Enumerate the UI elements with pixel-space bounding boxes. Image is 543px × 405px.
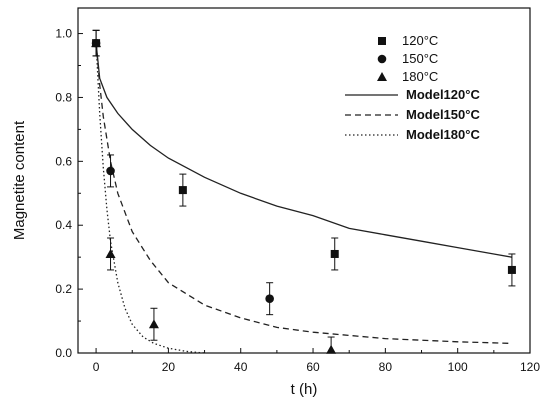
y-tick-label: 0.2 xyxy=(55,282,72,296)
x-tick-label: 0 xyxy=(93,360,100,374)
y-tick-label: 1.0 xyxy=(55,27,72,41)
legend-marker xyxy=(377,72,387,81)
plot-border xyxy=(77,7,531,354)
model-lines xyxy=(95,43,513,354)
data-point xyxy=(178,186,187,195)
legend-marker xyxy=(377,54,387,64)
data-point xyxy=(330,249,339,258)
legend-label: 120°C xyxy=(402,33,438,48)
y-tick-label: 0.6 xyxy=(55,154,72,168)
plot-frame xyxy=(77,7,531,354)
y-axis-label: Magnetite content xyxy=(11,120,28,240)
data-point xyxy=(91,38,102,48)
data-point xyxy=(148,319,159,329)
x-tick-label: 20 xyxy=(162,360,176,374)
data-points xyxy=(91,29,516,354)
data-point xyxy=(105,248,116,258)
legend-label: 150°C xyxy=(402,51,438,66)
data-point xyxy=(326,344,337,354)
x-tick-label: 40 xyxy=(234,360,248,374)
x-tick-label: 80 xyxy=(379,360,393,374)
model-curve xyxy=(95,43,512,345)
legend-label: 180°C xyxy=(402,69,438,84)
x-tick-label: 100 xyxy=(448,360,468,374)
data-point xyxy=(507,265,516,274)
legend-marker xyxy=(378,37,386,45)
y-tick-label: 0.4 xyxy=(55,218,72,232)
y-tick-label: 0.0 xyxy=(55,346,72,360)
x-tick-label: 120 xyxy=(520,360,540,374)
model-curve xyxy=(95,43,205,354)
data-point xyxy=(106,166,115,176)
ticks: 0 20 40 60 80 100 120 0.0 0.2 0.4 0.6 0.8 1.0 xyxy=(55,27,540,374)
data-point xyxy=(265,294,274,303)
x-axis-label: t (h) xyxy=(291,381,318,398)
x-tick-label: 60 xyxy=(306,360,320,374)
y-tick-label: 0.8 xyxy=(55,90,72,104)
model-curve xyxy=(95,43,513,258)
legend: 120°C 150°C 180°C Model120°C Model150°C Model… xyxy=(345,33,480,142)
legend-label: Model120°C xyxy=(406,87,480,102)
legend-label: Model180°C xyxy=(406,127,480,142)
legend-label: Model150°C xyxy=(406,107,480,122)
